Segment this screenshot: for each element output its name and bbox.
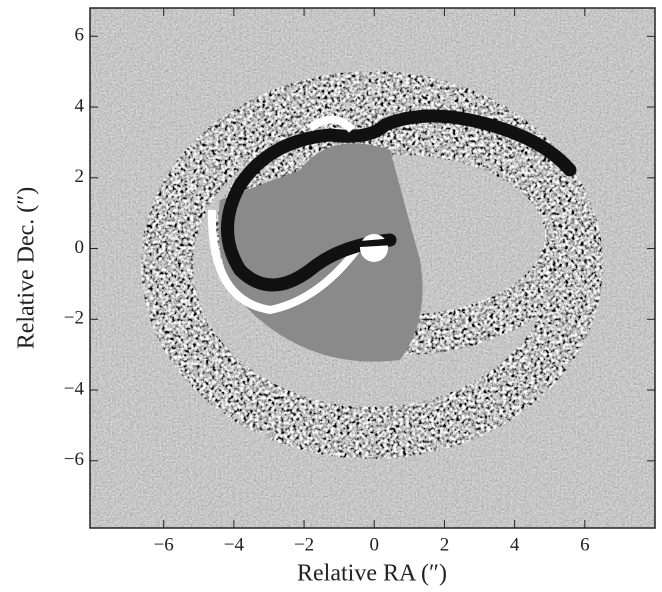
x-tick-label: −2: [294, 534, 314, 555]
y-tick-label: 6: [75, 25, 85, 46]
inner-arm: [360, 238, 395, 247]
x-tick-label: −4: [224, 534, 245, 555]
x-tick-label: 6: [580, 534, 590, 555]
x-tick-label: 0: [370, 534, 380, 555]
x-tick-label: −6: [154, 534, 174, 555]
spiral-arm: [221, 109, 577, 292]
x-axis-label: Relative RA (″): [297, 561, 447, 587]
star-mask: [360, 234, 388, 262]
y-tick-label: −4: [64, 378, 85, 399]
image: [90, 8, 655, 528]
arm-highlight: [307, 115, 356, 133]
y-tick-label: −6: [64, 449, 84, 470]
y-tick-label: 2: [75, 166, 85, 187]
y-tick-label: 0: [75, 237, 85, 258]
y-tick-label: 4: [75, 95, 85, 116]
y-tick-label: −2: [64, 308, 84, 329]
plot-frame: [89, 7, 656, 529]
y-axis-label: Relative Dec. (″): [14, 187, 40, 350]
arm-edge: [207, 209, 364, 315]
x-tick-label: 2: [440, 534, 450, 555]
x-tick-label: 4: [510, 534, 520, 555]
